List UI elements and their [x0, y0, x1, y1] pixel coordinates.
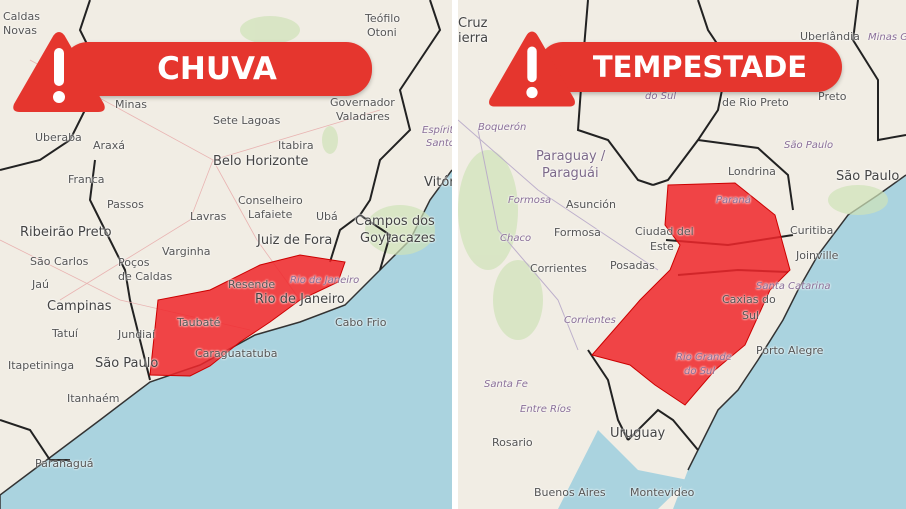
map-label: Poços	[118, 256, 150, 269]
map-label: Valadares	[336, 110, 390, 123]
map-label: Minas G	[868, 32, 906, 43]
warning-triangle-icon	[489, 31, 575, 107]
map-label: Porto Alegre	[756, 344, 824, 357]
map-label: Itabira	[278, 139, 314, 152]
map-label: Santo	[426, 138, 452, 149]
map-label: Corrientes	[530, 262, 587, 275]
map-label: Conselheiro	[238, 194, 303, 207]
map-label: Ribeirão Preto	[20, 225, 112, 240]
map-label: Paraguái	[542, 166, 599, 181]
map-label: Lafaiete	[248, 208, 293, 221]
map-label: Formosa	[508, 195, 552, 206]
map-label: São Carlos	[30, 255, 89, 268]
map-label: Montevideo	[630, 486, 695, 499]
map-label: Buenos Aires	[534, 486, 606, 499]
map-label: Minas	[115, 98, 147, 111]
map-base	[0, 0, 452, 509]
map-label: Paraná	[716, 195, 751, 206]
map-label: Rio de Janeiro	[255, 292, 345, 307]
map-label: Rio de Janeiro	[290, 275, 360, 286]
map-label: Franca	[68, 173, 105, 186]
map-label: Juiz de Fora	[257, 233, 333, 248]
map-label: Rosario	[492, 436, 533, 449]
map-label: Tatuí	[52, 327, 78, 340]
map-label: Sete Lagoas	[213, 114, 281, 127]
map-label: Ciudad del	[635, 225, 694, 238]
map-label: Cabo Frio	[335, 316, 387, 329]
map-label: Uberaba	[35, 131, 82, 144]
map-label: São Paulo	[784, 140, 834, 151]
map-label: Lavras	[190, 210, 227, 223]
map-label: Caldas	[3, 10, 40, 23]
map-label: Itanhaém	[67, 392, 120, 405]
warning-triangle-icon	[13, 32, 105, 112]
map-label: ierra	[458, 31, 489, 46]
map-label: Jaú	[32, 278, 49, 291]
map-label: Araxá	[93, 139, 126, 152]
map-base	[458, 0, 906, 509]
map-label: São Paulo	[95, 356, 159, 371]
map-label: de Caldas	[118, 270, 173, 283]
storm-warning-area	[591, 182, 791, 406]
map-label: Paranaguá	[35, 457, 94, 470]
map-label: Entre Ríos	[520, 404, 572, 415]
map-label: do Sul	[684, 366, 716, 377]
map-label: Corrientes	[564, 315, 616, 326]
map-label: Itapetininga	[8, 359, 75, 372]
map-label: Joinville	[796, 249, 839, 262]
map-label: Curitiba	[790, 224, 834, 237]
map-label: Santa Catarina	[756, 281, 831, 292]
map-label: Sul	[742, 309, 760, 322]
map-label: Novas	[3, 24, 37, 37]
sea	[0, 170, 452, 509]
map-label: Asunción	[566, 198, 617, 211]
banner-title: CHUVA	[62, 42, 372, 96]
map-label: Caraguatatuba	[195, 347, 278, 360]
rain-warning-map: Caldas Novas Teófilo Otoni Minas Governa…	[0, 0, 452, 509]
map-label: Otoni	[367, 26, 397, 39]
storm-warning-map: Cruz ierra Uberlândia Minas G do Sul de …	[458, 0, 906, 509]
map-label: Varginha	[162, 245, 211, 258]
map-label: Caxias do	[722, 293, 776, 306]
map-label: Resende	[228, 278, 276, 291]
map-label: Teófilo	[365, 12, 401, 25]
map-label: do Sul	[645, 91, 677, 102]
map-label: Cruz	[458, 16, 488, 31]
rain-warning-area	[149, 254, 346, 377]
map-label: Preto	[818, 90, 847, 103]
map-label: Campos dos	[355, 214, 435, 229]
map-label: Formosa	[554, 226, 601, 239]
map-label: Londrina	[728, 165, 776, 178]
map-label: Campinas	[47, 299, 112, 314]
map-label: Posadas	[610, 259, 655, 272]
map-label: Ubá	[316, 210, 338, 223]
map-label: Rio Grande	[676, 352, 732, 363]
map-label: Taubaté	[177, 316, 221, 329]
map-label: Santa Fe	[484, 379, 528, 390]
banner-title: TEMPESTADE	[538, 42, 842, 92]
map-label: Passos	[107, 198, 144, 211]
sea	[673, 175, 906, 509]
map-label: Uruguay	[610, 426, 666, 441]
map-label: Uberlândia	[800, 30, 860, 43]
map-label: Governador	[330, 96, 395, 109]
map-label: de Rio Preto	[722, 96, 789, 109]
map-label: São Paulo	[836, 169, 900, 184]
map-label: Chaco	[500, 233, 532, 244]
map-label: Belo Horizonte	[213, 154, 309, 169]
map-label: Este	[650, 240, 674, 253]
map-label: Goytacazes	[360, 231, 436, 246]
map-label: Vitór	[424, 175, 452, 190]
map-label: Espírito	[422, 125, 452, 136]
map-label: Boquerón	[478, 122, 527, 133]
map-label: Jundiaí	[118, 328, 156, 341]
map-label: Paraguay /	[536, 149, 606, 164]
